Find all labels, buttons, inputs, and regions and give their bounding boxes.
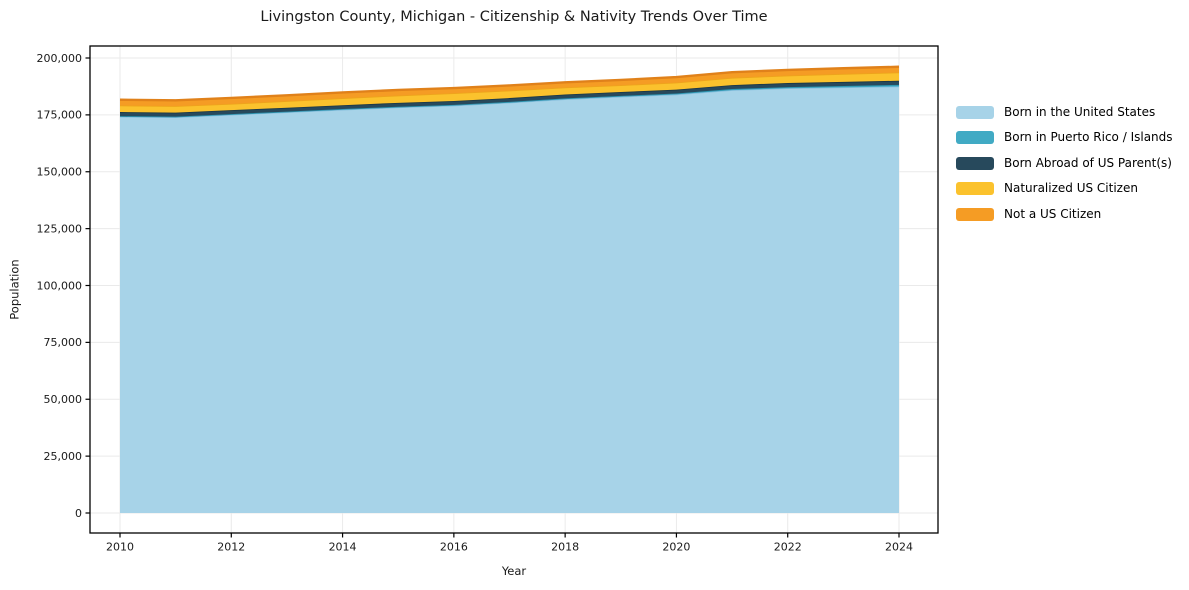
legend-swatch-naturalized (956, 182, 994, 196)
y-tick-label: 125,000 (37, 222, 83, 235)
legend-item: Born in Puerto Rico / Islands (956, 130, 1173, 145)
legend-item: Not a US Citizen (956, 206, 1173, 221)
legend: Born in the United States Born in Puerto… (956, 106, 1173, 233)
legend-swatch-puerto-rico (956, 131, 994, 145)
legend-item: Naturalized US Citizen (956, 181, 1173, 196)
area-series-3 (120, 72, 899, 113)
y-axis-label: Population (7, 259, 22, 320)
x-tick-label: 2014 (329, 541, 357, 554)
legend-label: Born Abroad of US Parent(s) (1004, 155, 1172, 170)
legend-label: Naturalized US Citizen (1004, 181, 1138, 196)
y-tick-label: 150,000 (37, 166, 83, 179)
legend-label: Born in the United States (1004, 105, 1156, 119)
y-tick-label: 50,000 (44, 393, 83, 406)
area-series-0 (120, 86, 899, 513)
stacked-areas (119, 65, 900, 513)
x-tick-label: 2018 (551, 541, 579, 554)
axes: 2010 2012 2014 2016 2018 2020 2022 2024 0 25,000 5… (37, 52, 914, 554)
x-tick-label: 2024 (885, 541, 913, 554)
plot-border (89, 45, 939, 534)
chart-title: Livingston County, Michigan - Citizenshi… (260, 9, 768, 25)
legend-swatch-born-abroad (956, 156, 994, 170)
area-edge-4 (119, 65, 900, 102)
x-tick-label: 2016 (440, 541, 468, 554)
y-tick-label: 100,000 (37, 279, 83, 292)
legend-swatch-born-us (956, 106, 994, 119)
y-tick-label: 0 (75, 507, 82, 520)
y-tick-label: 75,000 (44, 336, 83, 349)
legend-label: Not a US Citizen (1004, 206, 1102, 221)
x-tick-label: 2012 (217, 541, 245, 554)
legend-item: Born in the United States (956, 106, 1173, 119)
y-tick-label: 200,000 (37, 52, 83, 65)
x-axis-label: Year (501, 564, 527, 578)
y-tick-label: 25,000 (44, 450, 83, 463)
y-tick-label: 175,000 (37, 109, 83, 122)
legend-swatch-not-citizen (956, 207, 994, 221)
x-tick-label: 2022 (774, 541, 802, 554)
legend-label: Born in Puerto Rico / Islands (1004, 130, 1173, 145)
x-tick-label: 2020 (662, 541, 690, 554)
x-tick-label: 2010 (106, 541, 134, 554)
legend-item: Born Abroad of US Parent(s) (956, 155, 1173, 170)
